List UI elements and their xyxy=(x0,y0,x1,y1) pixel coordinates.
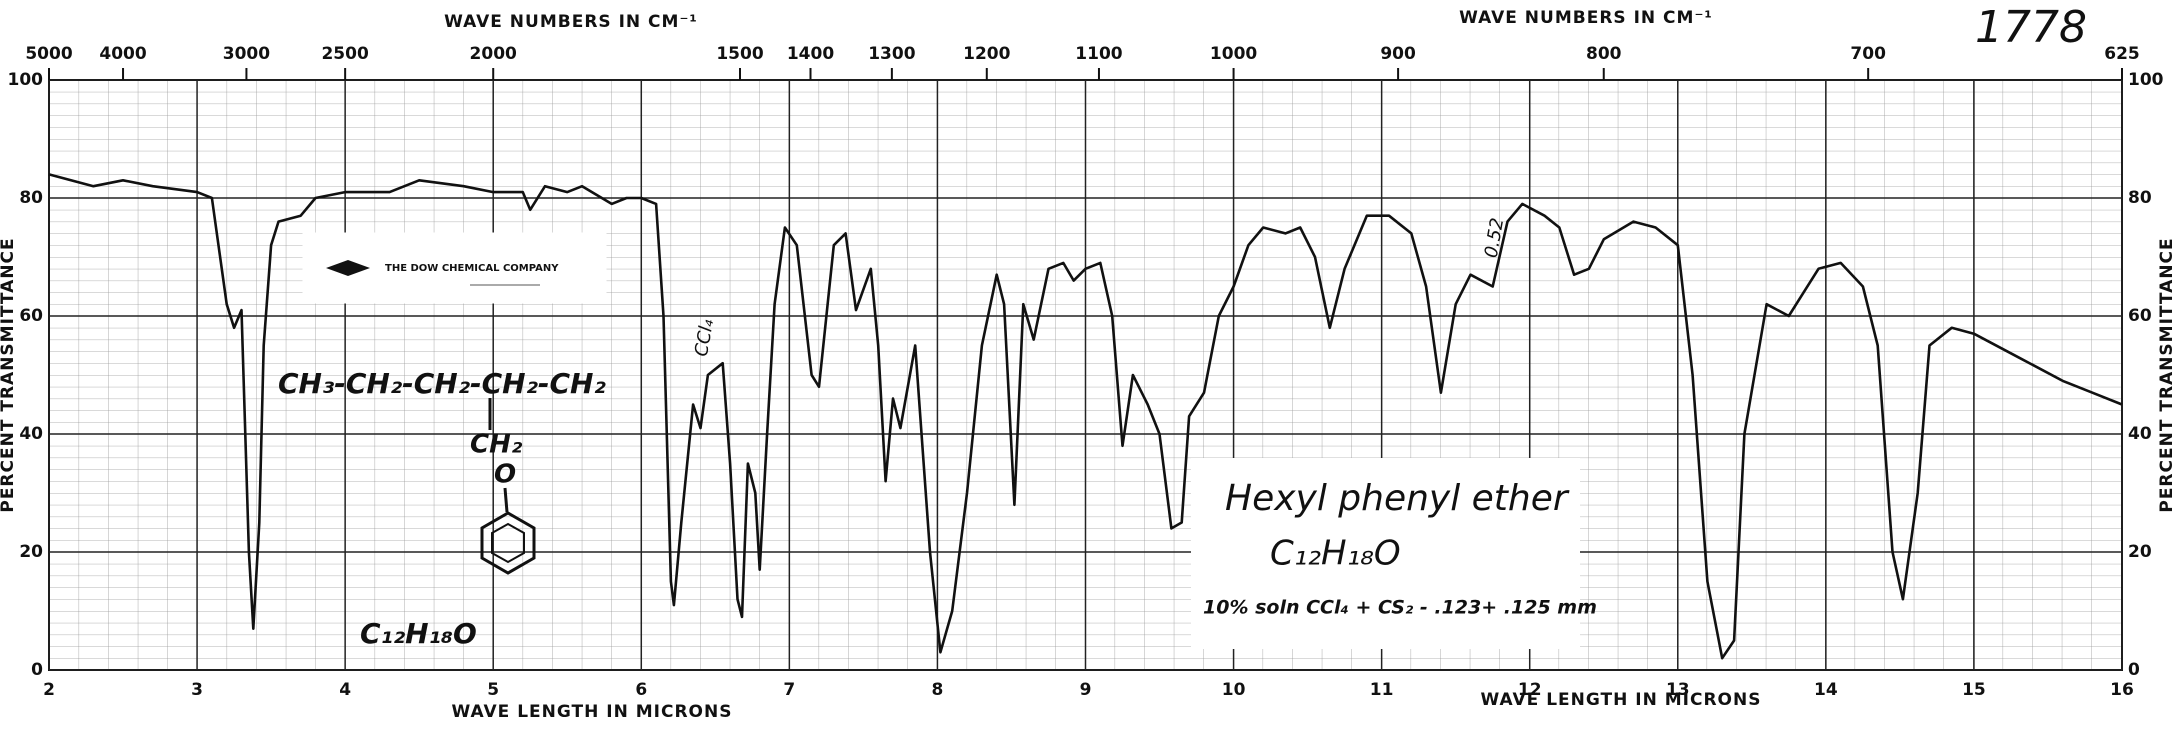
x2-tick-label: 3000 xyxy=(223,44,270,64)
annotation: CH₂ xyxy=(470,430,523,460)
y2-tick-label: 100 xyxy=(2128,70,2164,90)
x2-tick-label: 5000 xyxy=(25,44,72,64)
annotation: O xyxy=(494,460,516,490)
annotation: C₁₂H₁₈O xyxy=(1270,534,1401,574)
x-tick-label: 5 xyxy=(487,680,499,700)
y2-tick-label: 60 xyxy=(2128,306,2152,326)
y2-tick-label: 80 xyxy=(2128,188,2152,208)
x2-tick-label: 2000 xyxy=(470,44,517,64)
annotation: C₁₂H₁₈O xyxy=(360,617,477,650)
x2-tick-label: 900 xyxy=(1380,44,1416,64)
y-axis-label: PERCENT TRANSMITTANCE xyxy=(0,237,18,512)
annotation: 10% soln CCl₄ + CS₂ - .123+ .125 mm xyxy=(1203,597,1597,619)
x2-tick-label: 1200 xyxy=(963,44,1010,64)
x-axis-label: WAVE LENGTH IN MICRONS xyxy=(452,702,733,722)
x-tick-label: 13 xyxy=(1666,680,1690,700)
x2-axis-label: WAVE NUMBERS IN CM⁻¹ xyxy=(1459,8,1713,28)
x-tick-label: 14 xyxy=(1814,680,1838,700)
x2-tick-label: 4000 xyxy=(99,44,146,64)
spectrum-line xyxy=(48,173,2123,660)
y2-tick-label: 40 xyxy=(2128,424,2152,444)
x2-tick-label: 1000 xyxy=(1210,44,1257,64)
x-tick-label: 12 xyxy=(1518,680,1542,700)
annotation-layer: 1778 THE DOW CHEMICAL COMPANY CH₃-CH₂-CH₂-… xyxy=(278,2,2087,650)
x2-tick-label: 1500 xyxy=(716,44,763,64)
annotation: Hexyl phenyl ether xyxy=(1225,478,1570,519)
x2-tick-label: 1300 xyxy=(868,44,915,64)
benzene-inner xyxy=(491,522,525,564)
x-tick-label: 2 xyxy=(43,680,55,700)
x-tick-label: 9 xyxy=(1080,680,1092,700)
x-tick-label: 8 xyxy=(932,680,944,700)
data-layer xyxy=(48,173,2123,660)
annotation: THE DOW CHEMICAL COMPANY xyxy=(385,263,559,274)
note-box xyxy=(1191,458,1580,649)
bond xyxy=(503,487,509,513)
grid-layer: 0 0 20 20 40 40 60 60 80 80 100 100 2 3 4 5 6 7 8 9 10 11 12 13… xyxy=(0,8,2177,722)
x-tick-label: 15 xyxy=(1962,680,1986,700)
x-tick-label: 11 xyxy=(1370,680,1394,700)
y2-tick-label: 20 xyxy=(2128,542,2152,562)
y-tick-label: 0 xyxy=(31,660,43,680)
x-tick-label: 7 xyxy=(783,680,795,700)
y-tick-label: 40 xyxy=(19,424,43,444)
logo-diamond xyxy=(326,260,370,276)
x-tick-label: 16 xyxy=(2110,680,2134,700)
x2-tick-label: 1400 xyxy=(787,44,834,64)
x2-tick-label: 625 xyxy=(2104,44,2140,64)
annotation: 1778 xyxy=(1975,2,2087,53)
y-tick-label: 100 xyxy=(8,70,44,90)
x-tick-label: 6 xyxy=(635,680,647,700)
x2-tick-label: 2500 xyxy=(321,44,368,64)
y2-tick-label: 0 xyxy=(2128,660,2140,680)
x2-tick-label: 800 xyxy=(1586,44,1622,64)
y-tick-label: 20 xyxy=(19,542,43,562)
x2-tick-label: 1100 xyxy=(1075,44,1122,64)
y-tick-label: 60 xyxy=(19,306,43,326)
x2-tick-label: 700 xyxy=(1850,44,1886,64)
y2-axis-label: PERCENT TRANSMITTANCE xyxy=(2157,237,2177,512)
x-tick-label: 10 xyxy=(1222,680,1246,700)
x-tick-label: 3 xyxy=(191,680,203,700)
benzene-ring xyxy=(480,511,536,575)
y-tick-label: 80 xyxy=(19,188,43,208)
x-axis-label: WAVE LENGTH IN MICRONS xyxy=(1481,690,1762,710)
x-tick-label: 4 xyxy=(339,680,351,700)
annotation: CH₃-CH₂-CH₂-CH₂-CH₂ xyxy=(278,367,606,400)
x2-axis-label: WAVE NUMBERS IN CM⁻¹ xyxy=(444,12,698,32)
